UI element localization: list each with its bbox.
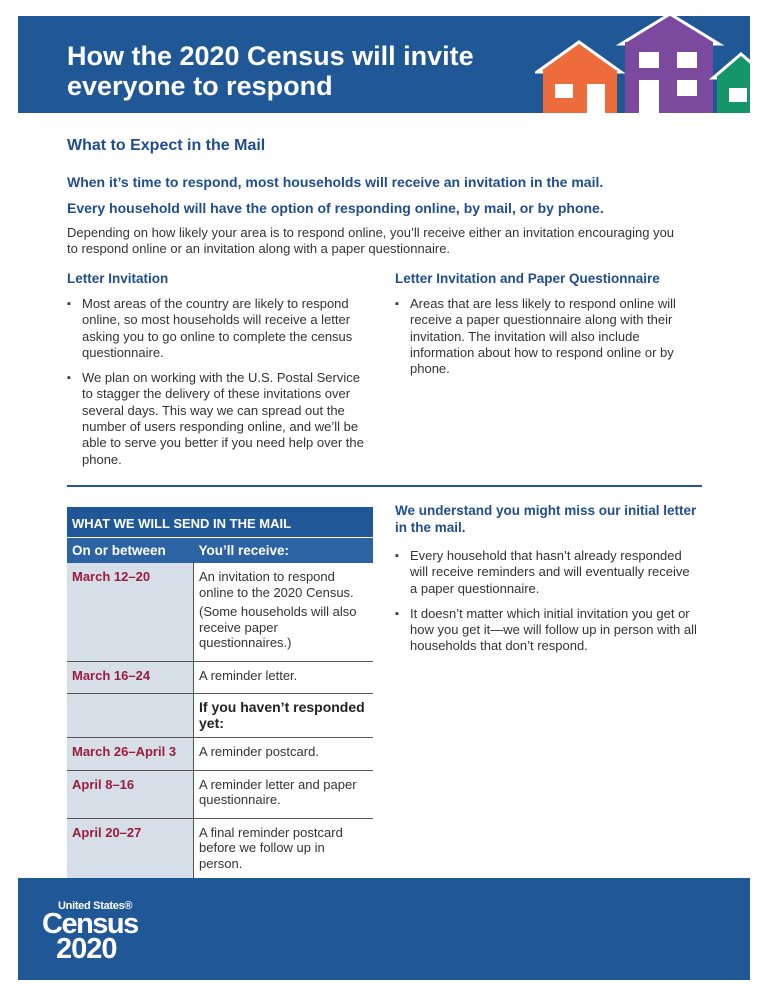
date-cell — [67, 693, 194, 738]
cell-text: A reminder letter. — [199, 667, 298, 683]
mail-schedule-table: WHAT WE WILL SEND IN THE MAIL On or betw… — [67, 507, 373, 882]
table-body: March 12–20 An invitation to respond onli… — [67, 563, 373, 882]
header-banner: How the 2020 Census will invite everyone… — [18, 16, 750, 113]
date-cell: April 8–16 — [67, 770, 194, 819]
bullet: Most areas of the country are likely to … — [67, 296, 372, 361]
bullet: We plan on working with the U.S. Postal … — [67, 370, 372, 468]
header-cell: You’ll receive: — [193, 538, 373, 563]
content-cell: A reminder postcard. — [193, 737, 373, 771]
column: Letter Invitation and Paper Questionnair… — [395, 271, 700, 386]
table-row: April 8–16 A reminder letter and paper qu… — [67, 770, 373, 819]
column-heading: Letter Invitation and Paper Questionnair… — [395, 271, 660, 286]
header-row: On or between You’ll receive: — [67, 538, 373, 563]
lead-text: When it’s time to respond, most househol… — [67, 174, 604, 190]
cell-text: A final reminder postcard before we foll… — [199, 824, 343, 871]
sidebar-heading: We understand you might miss our initial… — [395, 503, 697, 535]
subheading-cell: If you haven’t responded yet: — [193, 693, 373, 738]
date-cell: March 12–20 — [67, 563, 194, 662]
title: How the 2020 Census will invite everyone… — [67, 41, 474, 101]
census-logo: United States® Census 2020 — [42, 900, 139, 965]
bullet: Every household that hasn’t already resp… — [395, 548, 700, 597]
logo-text: Census — [42, 908, 139, 940]
lead-text: Every household will have the option of … — [67, 200, 604, 216]
houses-illustration — [535, 16, 750, 113]
intro-text: Depending on how likely your area is to … — [67, 225, 675, 256]
bullet: Areas that are less likely to respond on… — [395, 296, 700, 377]
cell-text: A reminder letter and paper questionnair… — [199, 776, 357, 808]
content-cell: An invitation to respond online to the 2… — [193, 563, 373, 662]
content-cell: A reminder letter. — [193, 661, 373, 694]
date-cell: March 26–April 3 — [67, 737, 194, 771]
bullet: It doesn’t matter which initial invitati… — [395, 606, 700, 655]
content-cell: A final reminder postcard before we foll… — [193, 818, 373, 882]
cell-text: An invitation to respond online to the 2… — [199, 569, 354, 600]
table-head: On or between You’ll receive: — [67, 538, 373, 563]
content-cell: A reminder letter and paper questionnair… — [193, 770, 373, 819]
bullet-list: Most areas of the country are likely to … — [67, 296, 372, 468]
header-cell: On or between — [67, 538, 194, 563]
table-row: If you haven’t responded yet: — [67, 693, 373, 738]
title-line: everyone to respond — [67, 71, 333, 101]
bullet-list: Areas that are less likely to respond on… — [395, 296, 700, 377]
title-line: How the 2020 Census will invite — [67, 41, 474, 71]
bullet-list: Every household that hasn’t already resp… — [395, 548, 700, 655]
cell-text: (Some households will also receive paper… — [199, 604, 357, 650]
column-heading: Letter Invitation — [67, 271, 169, 286]
divider — [67, 485, 702, 487]
table-title: WHAT WE WILL SEND IN THE MAIL — [67, 507, 373, 538]
date-cell: March 16–24 — [67, 661, 194, 694]
date-cell: April 20–27 — [67, 818, 194, 882]
column: Letter Invitation Most areas of the coun… — [67, 271, 372, 477]
table-row: March 12–20 An invitation to respond onli… — [67, 563, 373, 662]
table-row: March 16–24 A reminder letter. — [67, 661, 373, 694]
footer-banner: United States® Census 2020 — [18, 878, 750, 980]
section-heading: What to Expect in the Mail — [67, 137, 266, 154]
table-row: March 26–April 3 A reminder postcard. — [67, 737, 373, 771]
sidebar: We understand you might miss our initial… — [395, 502, 700, 664]
table-row: April 20–27 A final reminder postcard bef… — [67, 818, 373, 882]
cell-text: A reminder postcard. — [199, 744, 319, 759]
logo-text: United States® — [58, 900, 133, 912]
logo-text: 2020 — [56, 933, 118, 965]
